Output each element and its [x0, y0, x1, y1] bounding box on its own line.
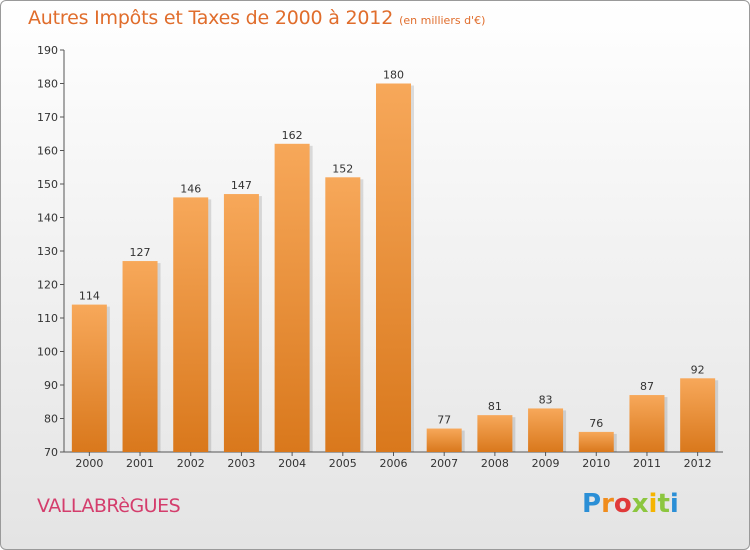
bar-2006	[376, 83, 411, 452]
bar-2008	[477, 415, 513, 452]
data-label: 76	[589, 417, 603, 430]
logo-letter: t	[657, 489, 670, 519]
bar-2004	[274, 143, 310, 453]
data-label: 92	[691, 363, 705, 376]
bar-2005	[325, 177, 361, 453]
bar-2000	[71, 304, 107, 452]
x-tick-label: 2001	[126, 457, 154, 470]
x-tick-label: 2005	[329, 457, 357, 470]
x-tick-label: 2008	[481, 457, 509, 470]
x-tick-label: 2012	[684, 457, 712, 470]
data-label: 146	[180, 182, 201, 195]
bar-2010	[578, 431, 614, 452]
bar-2001	[122, 261, 158, 452]
y-tick-label: 120	[37, 279, 58, 292]
y-tick-label: 190	[37, 44, 58, 57]
y-tick-label: 150	[37, 178, 58, 191]
y-tick-label: 140	[37, 212, 58, 225]
bar-2009	[528, 408, 564, 452]
y-tick-label: 180	[37, 78, 58, 91]
data-label: 81	[488, 400, 502, 413]
x-tick-label: 2011	[633, 457, 661, 470]
chart-title-block: Autres Impôts et Taxes de 2000 à 2012 (en…	[28, 7, 485, 29]
logo-letter: i	[669, 489, 679, 519]
logo-letter: o	[613, 489, 632, 519]
bar-2011	[629, 395, 665, 452]
x-tick-label: 2006	[380, 457, 408, 470]
bar-2007	[426, 428, 462, 452]
y-tick-label: 160	[37, 145, 58, 158]
data-label: 180	[383, 69, 404, 82]
data-label: 152	[332, 162, 353, 175]
logo-letter: r	[601, 489, 614, 519]
chart-title: Autres Impôts et Taxes de 2000 à 2012	[28, 7, 394, 29]
data-label: 114	[79, 290, 100, 303]
y-tick-label: 130	[37, 245, 58, 258]
y-tick-label: 90	[44, 379, 58, 392]
y-tick-label: 80	[44, 413, 58, 426]
logo-letter: i	[648, 489, 658, 519]
x-tick-label: 2002	[177, 457, 205, 470]
data-label: 87	[640, 380, 654, 393]
x-tick-label: 2003	[227, 457, 255, 470]
logo-letter: P	[582, 489, 602, 519]
bar-2002	[173, 197, 209, 452]
x-tick-label: 2010	[582, 457, 610, 470]
data-label: 127	[130, 246, 151, 259]
bar-2003	[223, 194, 259, 453]
chart-subtitle: (en milliers d'€)	[399, 14, 486, 27]
x-tick-label: 2009	[532, 457, 560, 470]
y-tick-label: 100	[37, 346, 58, 359]
x-tick-label: 2007	[430, 457, 458, 470]
bar-2012	[680, 378, 716, 452]
y-tick-label: 170	[37, 111, 58, 124]
commune-name: VALLABRèGUES	[37, 495, 181, 517]
x-tick-label: 2004	[278, 457, 306, 470]
y-tick-label: 110	[37, 312, 58, 325]
proxiti-logo: Proxiti	[582, 489, 679, 519]
x-tick-label: 2000	[75, 457, 103, 470]
data-label: 147	[231, 179, 252, 192]
data-label: 162	[282, 129, 303, 142]
data-label: 77	[437, 414, 451, 427]
y-tick-label: 70	[44, 446, 58, 459]
logo-letter: x	[631, 489, 649, 519]
data-label: 83	[539, 393, 553, 406]
